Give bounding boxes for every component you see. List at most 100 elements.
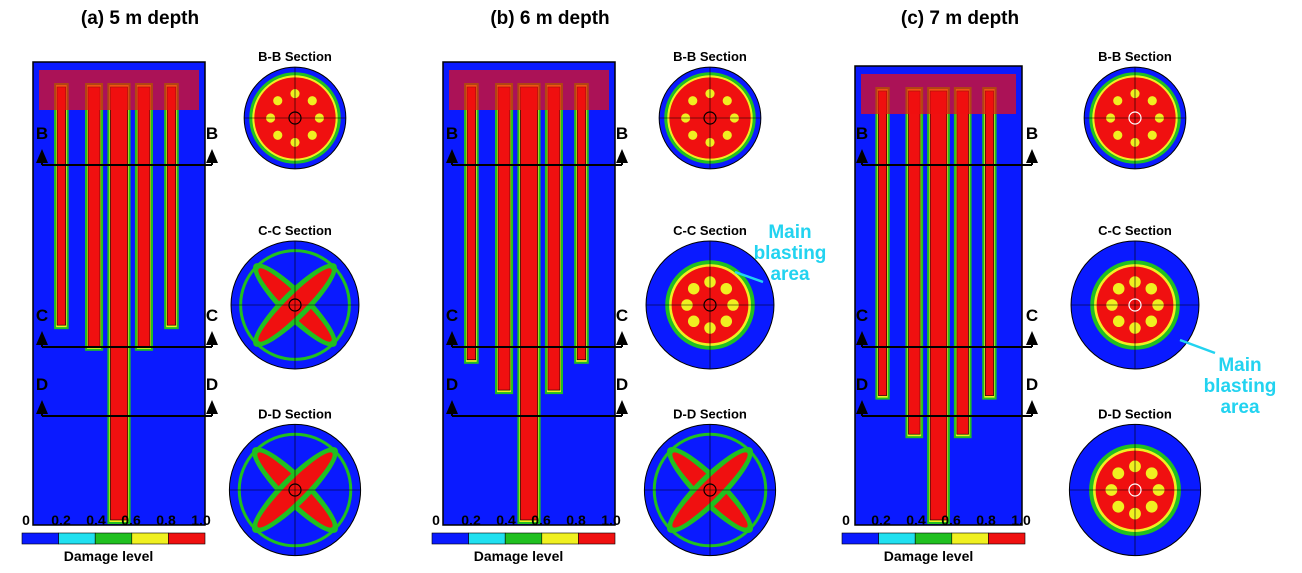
- colorbar-segment: [578, 533, 615, 544]
- colorbar-tick-label: 0: [22, 512, 30, 528]
- cut-label: D: [206, 375, 218, 394]
- colorbar-tick-label: 0: [842, 512, 850, 528]
- damage-core: [985, 91, 993, 396]
- damage-spot: [1148, 131, 1157, 140]
- section-title: B-B Section: [673, 49, 747, 64]
- cut-label: D: [1026, 375, 1038, 394]
- damage-spot: [1146, 467, 1158, 479]
- damage-core: [878, 91, 886, 396]
- damage-core: [39, 70, 199, 110]
- colorbar-segment: [59, 533, 96, 544]
- panel-title: (c) 7 m depth: [901, 8, 1019, 29]
- colorbar-segment: [842, 533, 879, 544]
- panel-title: (a) 5 m depth: [81, 8, 199, 29]
- damage-core: [498, 87, 510, 390]
- damage-spot: [273, 131, 282, 140]
- damage-core: [110, 87, 127, 520]
- colorbar-segment: [95, 533, 132, 544]
- colorbar-segment: [432, 533, 469, 544]
- damage-core: [861, 74, 1016, 114]
- colorbar-tick-label: 0.6: [531, 512, 551, 528]
- colorbar-segment: [505, 533, 542, 544]
- damage-core: [449, 70, 609, 110]
- annotation: Main blasting area: [1195, 355, 1285, 418]
- cut-label: C: [446, 306, 458, 325]
- colorbar-tick-label: 0.8: [566, 512, 586, 528]
- colorbar-label: Damage level: [884, 548, 974, 564]
- damage-core: [548, 87, 560, 390]
- damage-core: [467, 87, 476, 360]
- colorbar-tick-label: 0.2: [51, 512, 71, 528]
- damage-spot: [721, 283, 733, 295]
- colorbar-tick-label: 0.2: [871, 512, 891, 528]
- colorbar-tick-label: 0.8: [156, 512, 176, 528]
- damage-core: [957, 91, 969, 434]
- damage-spot: [1146, 501, 1158, 513]
- damage-core: [138, 87, 150, 347]
- section-title: B-B Section: [258, 49, 332, 64]
- section-title: D-D Section: [1098, 406, 1172, 421]
- colorbar-tick-label: 1.0: [191, 512, 211, 528]
- damage-spot: [688, 131, 697, 140]
- colorbar-segment: [952, 533, 989, 544]
- damage-spot: [1146, 283, 1158, 295]
- colorbar-tick-label: 1.0: [1011, 512, 1031, 528]
- colorbar-tick-label: 0.4: [906, 512, 926, 528]
- colorbar-segment: [879, 533, 916, 544]
- damage-core: [930, 91, 947, 520]
- cut-label: C: [1026, 306, 1038, 325]
- damage-spot: [1112, 467, 1124, 479]
- figure-canvas: (a) 5 m depth B B C C D D B-B Section C-C Sectio…: [0, 0, 1302, 573]
- damage-core: [520, 87, 537, 520]
- cut-label: C: [856, 306, 868, 325]
- colorbar-segment: [915, 533, 952, 544]
- cut-label: B: [1026, 124, 1038, 143]
- damage-spot: [688, 283, 700, 295]
- cut-label: B: [446, 124, 458, 143]
- colorbar-tick-label: 0.6: [121, 512, 141, 528]
- damage-spot: [1146, 316, 1158, 328]
- cut-label: D: [446, 375, 458, 394]
- cut-label: B: [36, 124, 48, 143]
- cut-label: D: [36, 375, 48, 394]
- damage-core: [908, 91, 920, 434]
- cut-label: D: [616, 375, 628, 394]
- damage-spot: [1113, 96, 1122, 105]
- damage-spot: [308, 131, 317, 140]
- damage-spot: [688, 316, 700, 328]
- colorbar-segment: [469, 533, 506, 544]
- damage-core: [57, 87, 66, 325]
- colorbar-segment: [22, 533, 59, 544]
- cut-label: B: [616, 124, 628, 143]
- colorbar-label: Damage level: [474, 548, 564, 564]
- figure: (a) 5 m depth B B C C D D B-B Section C-C Sectio…: [0, 0, 1302, 573]
- annotation: Main blasting area: [745, 222, 835, 285]
- cut-label: B: [856, 124, 868, 143]
- section-title: C-C Section: [673, 223, 747, 238]
- cut-label: C: [36, 306, 48, 325]
- colorbar-tick-label: 0: [432, 512, 440, 528]
- damage-spot: [1113, 283, 1125, 295]
- colorbar-tick-label: 1.0: [601, 512, 621, 528]
- colorbar-segment: [168, 533, 205, 544]
- damage-spot: [1148, 96, 1157, 105]
- colorbar-tick-label: 0.4: [496, 512, 516, 528]
- panel-title: (b) 6 m depth: [490, 8, 609, 29]
- damage-spot: [721, 316, 733, 328]
- colorbar-label: Damage level: [64, 548, 154, 564]
- section-title: D-D Section: [258, 406, 332, 421]
- damage-spot: [723, 131, 732, 140]
- cut-label: D: [856, 375, 868, 394]
- damage-spot: [273, 96, 282, 105]
- colorbar-segment: [988, 533, 1025, 544]
- colorbar-segment: [542, 533, 579, 544]
- damage-spot: [308, 96, 317, 105]
- cut-label: B: [206, 124, 218, 143]
- damage-spot: [1112, 501, 1124, 513]
- colorbar-tick-label: 0.6: [941, 512, 961, 528]
- cut-label: C: [616, 306, 628, 325]
- damage-spot: [1113, 131, 1122, 140]
- section-title: C-C Section: [258, 223, 332, 238]
- damage-core: [167, 87, 176, 325]
- damage-spot: [1113, 316, 1125, 328]
